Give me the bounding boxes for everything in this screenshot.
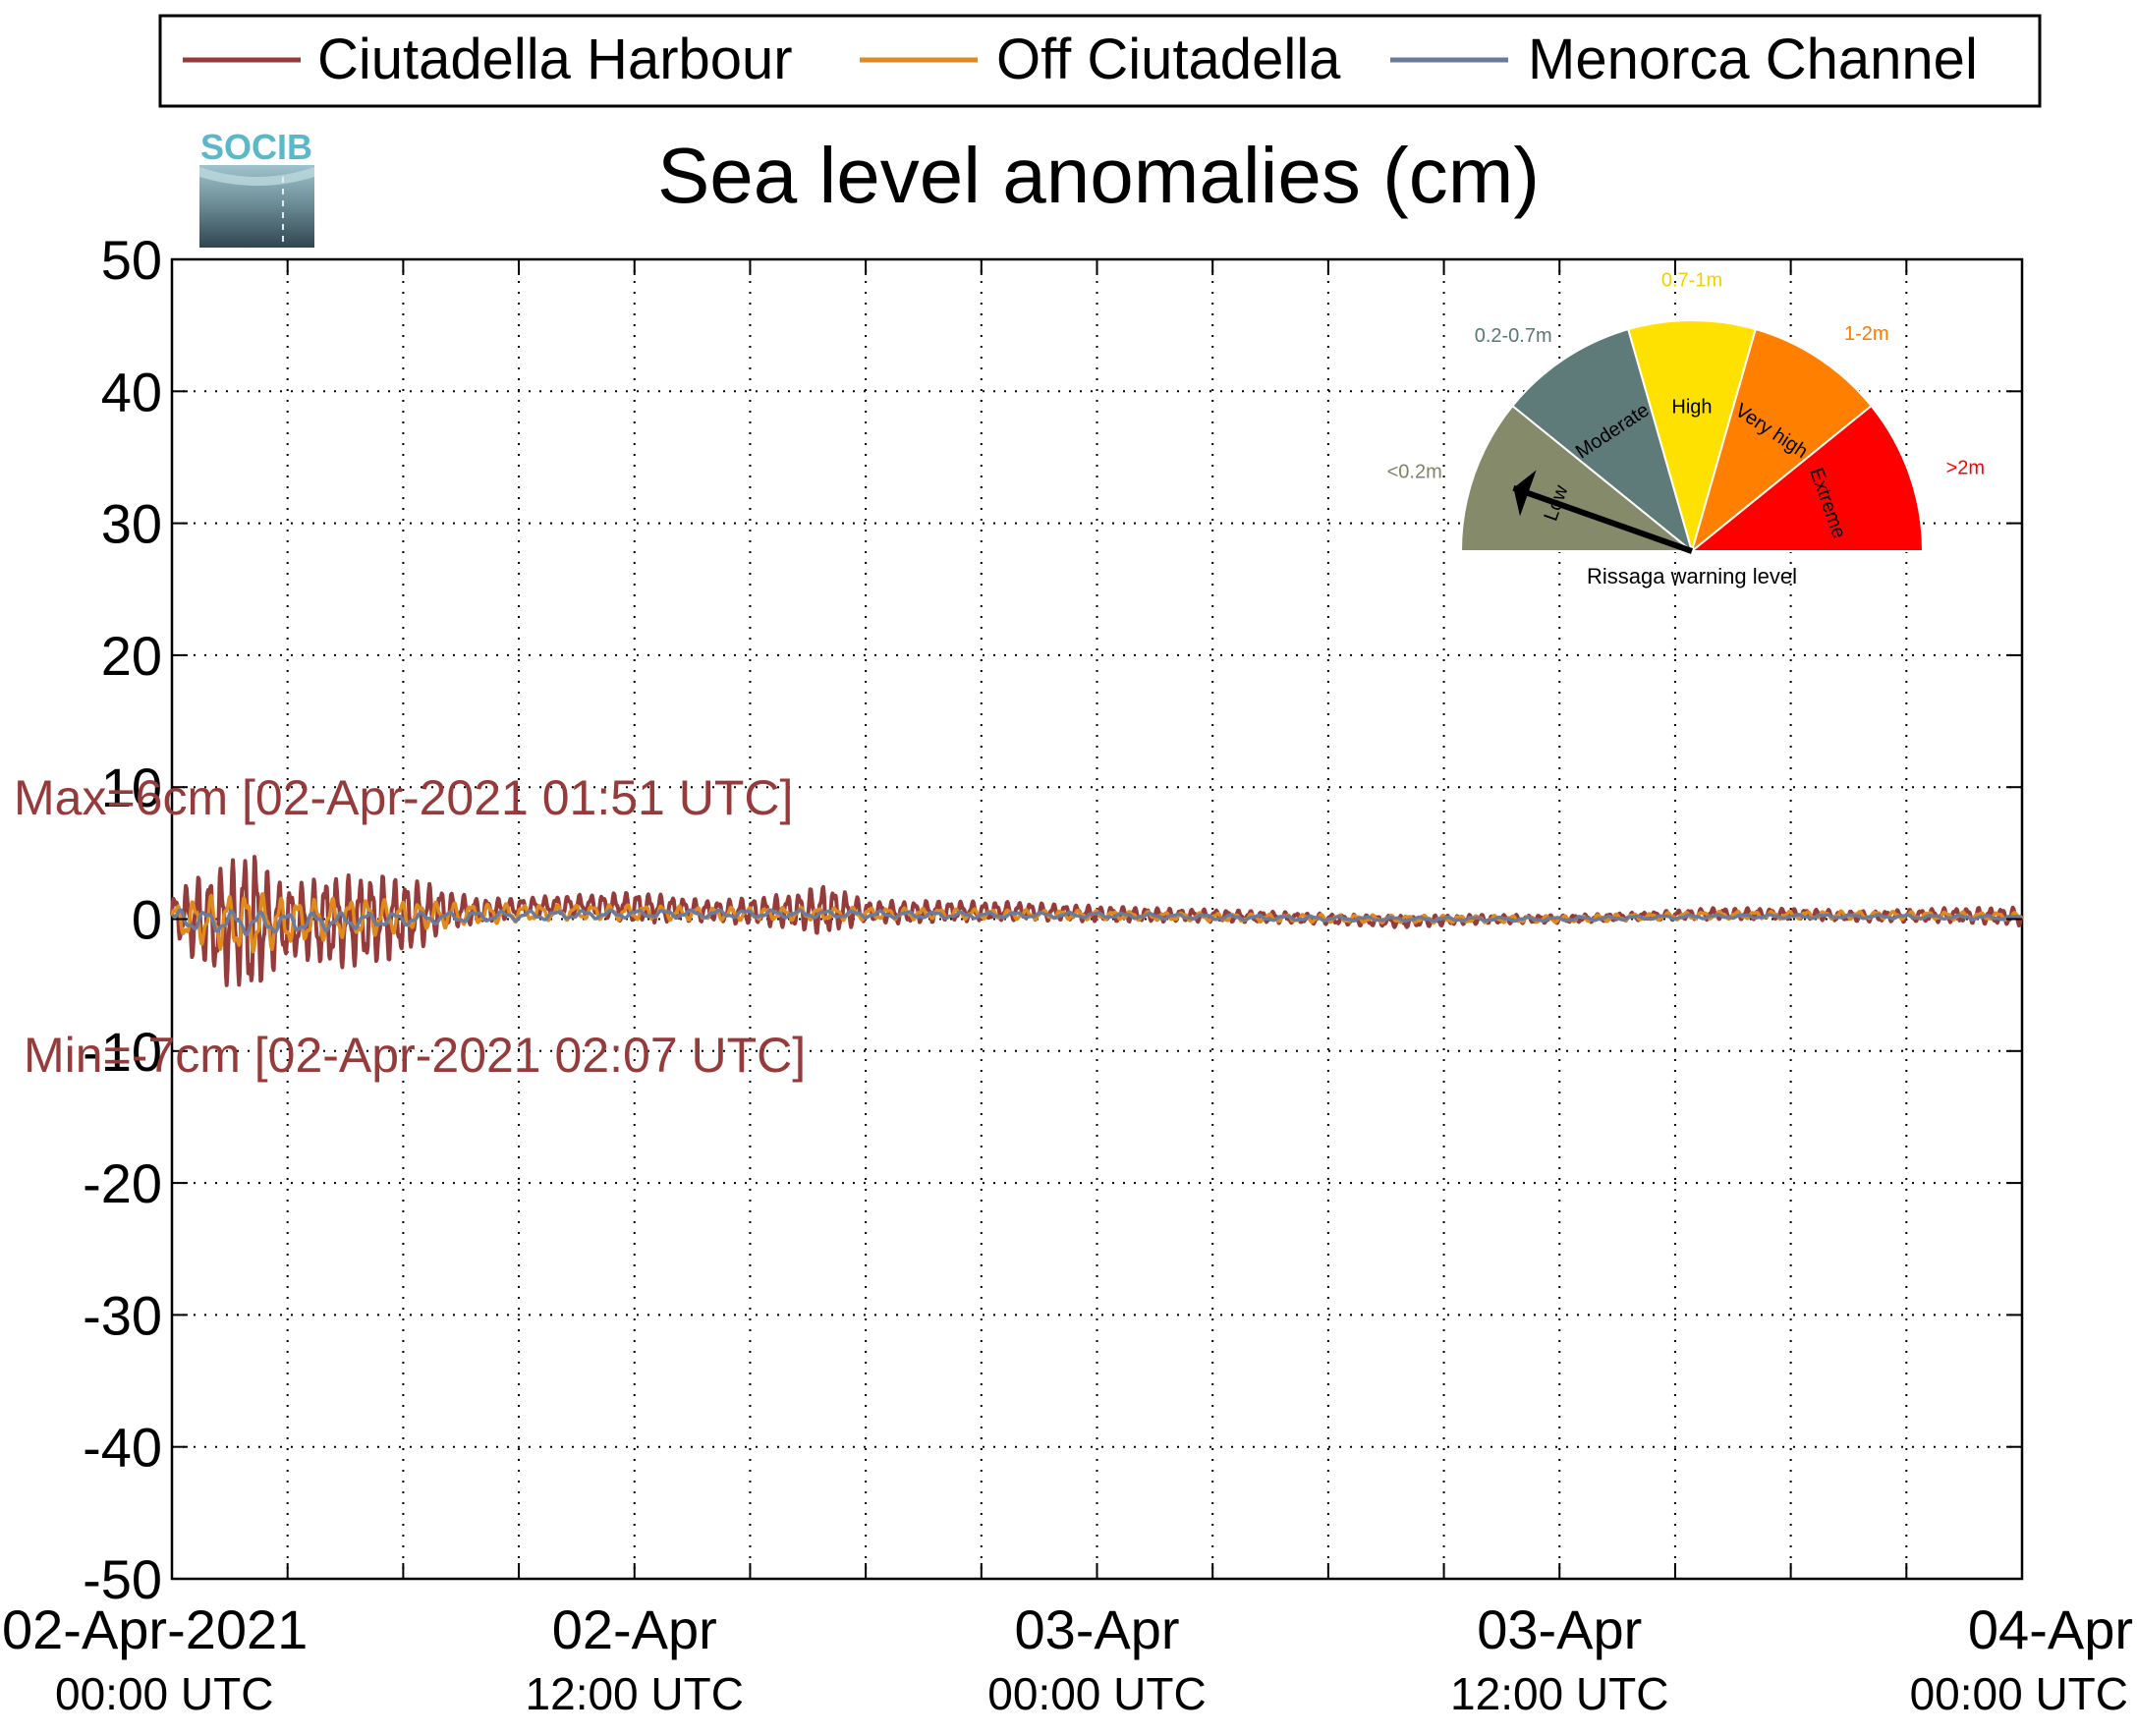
- xtick-label-date: 02-Apr: [552, 1598, 717, 1660]
- legend: Ciutadella Harbour Off Ciutadella Menorc…: [158, 14, 2042, 108]
- ytick-label: -50: [83, 1548, 162, 1610]
- ytick-label: 40: [101, 361, 162, 422]
- gauge-needle-head: [1513, 470, 1537, 517]
- xtick-label-time: 12:00 UTC: [1450, 1668, 1668, 1719]
- legend-label-ciutadella-harbour: Ciutadella Harbour: [317, 28, 793, 91]
- series-line-menorca-channel: [170, 908, 2023, 937]
- min-annotation: Min=-7cm [02-Apr-2021 02:07 UTC]: [24, 1028, 806, 1083]
- xtick-label-time: 00:00 UTC: [55, 1668, 273, 1719]
- gauge-sector-very-high: [1690, 327, 1874, 554]
- xtick-label-date: 02-Apr-2021: [2, 1598, 308, 1660]
- max-annotation: Max=6cm [02-Apr-2021 01:51 UTC]: [14, 770, 793, 825]
- ytick-label: -30: [83, 1284, 162, 1346]
- x-axis-labels: 02-Apr-2021 00:00 UTC 02-Apr 12:00 UTC 03-Ap…: [2, 1598, 2133, 1719]
- gauge-sector-moderate: [1510, 327, 1694, 554]
- legend-label-menorca-channel: Menorca Channel: [1528, 28, 1978, 91]
- gauge-range-label: >2m: [1946, 457, 1985, 478]
- ytick-label: 0: [132, 889, 162, 951]
- ytick-label: 30: [101, 493, 162, 555]
- logo-text: SOCIB: [200, 127, 312, 167]
- xtick-label-time: 12:00 UTC: [526, 1668, 744, 1719]
- gauge-range-label: 0.2-0.7m: [1475, 325, 1552, 347]
- xtick-label-time: 00:00 UTC: [1910, 1668, 2128, 1719]
- gauge-range-label: 0.7-1m: [1661, 269, 1722, 291]
- legend-label-off-ciutadella: Off Ciutadella: [996, 28, 1341, 91]
- gauge-sector-label: High: [1671, 397, 1712, 419]
- ytick-label: -20: [83, 1152, 162, 1214]
- ytick-label: 50: [101, 229, 162, 291]
- gauge-range-label: 1-2m: [1844, 323, 1889, 345]
- ytick-label: -40: [83, 1417, 162, 1479]
- gauge-sector-high: [1626, 319, 1758, 555]
- ytick-label: -10: [83, 1021, 162, 1083]
- xtick-label-date: 03-Apr: [1477, 1598, 1642, 1660]
- socib-logo: SOCIB: [199, 127, 314, 248]
- axis-ticks: [172, 258, 2022, 1580]
- xtick-label-time: 00:00 UTC: [987, 1668, 1206, 1719]
- chart-title: Sea level anomalies (cm): [657, 132, 1540, 219]
- gauge-needle: [1512, 484, 1694, 554]
- gauge-sector-extreme: [1689, 404, 1925, 552]
- y-axis-labels: 50 40 30 20 10 0 -10 -20 -30 -40 -50: [83, 229, 162, 1610]
- xtick-label-date: 04-Apr: [1968, 1598, 2133, 1660]
- ytick-label: 20: [101, 625, 162, 687]
- gauge-sector-low: [1459, 404, 1695, 552]
- series-layer: [170, 855, 2024, 987]
- gauge-title: Rissaga warning level: [1587, 564, 1797, 588]
- gauge-range-label: <0.2m: [1387, 461, 1442, 482]
- xtick-label-date: 03-Apr: [1014, 1598, 1179, 1660]
- legend-box: [158, 14, 2042, 108]
- ytick-label: 10: [101, 756, 162, 818]
